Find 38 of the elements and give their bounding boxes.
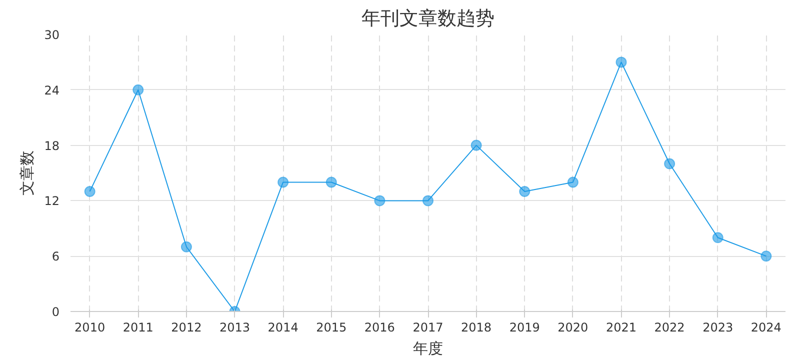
- point: [180, 241, 192, 252]
- point: [278, 176, 289, 188]
- point: [326, 176, 337, 188]
- x-tick-label: 2017: [412, 320, 444, 334]
- x-tick-label: 2016: [364, 320, 395, 334]
- y-axis-title: 文章数: [18, 150, 36, 196]
- x-tick-label: 2011: [122, 320, 154, 334]
- point: [132, 84, 144, 96]
- x-tick-label: 2020: [558, 320, 588, 334]
- x-tick-label: 2015: [316, 320, 347, 334]
- point: [664, 158, 676, 170]
- x-tick-label: 2014: [268, 320, 298, 334]
- y-tick-label: 0: [52, 305, 60, 319]
- y-tick-label: 24: [44, 83, 60, 98]
- point: [712, 232, 724, 244]
- point: [760, 250, 772, 262]
- point: [519, 186, 530, 197]
- point: [422, 195, 434, 206]
- x-tick-label: 2018: [461, 320, 492, 334]
- point: [567, 176, 578, 188]
- x-tick-label: 2024: [750, 320, 782, 334]
- y-tick-label: 18: [44, 138, 60, 153]
- x-tick-label: 2010: [74, 320, 106, 334]
- chart-title: 年刊文章数趋势: [362, 8, 494, 30]
- y-tick-label: 12: [44, 194, 60, 208]
- point: [470, 140, 482, 151]
- x-tick-label: 2023: [702, 320, 734, 334]
- point: [616, 56, 627, 68]
- x-tick-label: 2021: [606, 320, 637, 334]
- x-tick-label: 2012: [171, 320, 202, 334]
- x-axis-title: 年度: [413, 340, 443, 358]
- y-tick-label: 6: [52, 250, 60, 264]
- x-tick-label: 2019: [509, 320, 540, 334]
- x-tick-label: 2022: [654, 320, 685, 334]
- point: [374, 195, 386, 206]
- x-tick-label: 2013: [219, 320, 250, 334]
- y-tick-label: 30: [44, 28, 60, 42]
- point: [84, 186, 96, 197]
